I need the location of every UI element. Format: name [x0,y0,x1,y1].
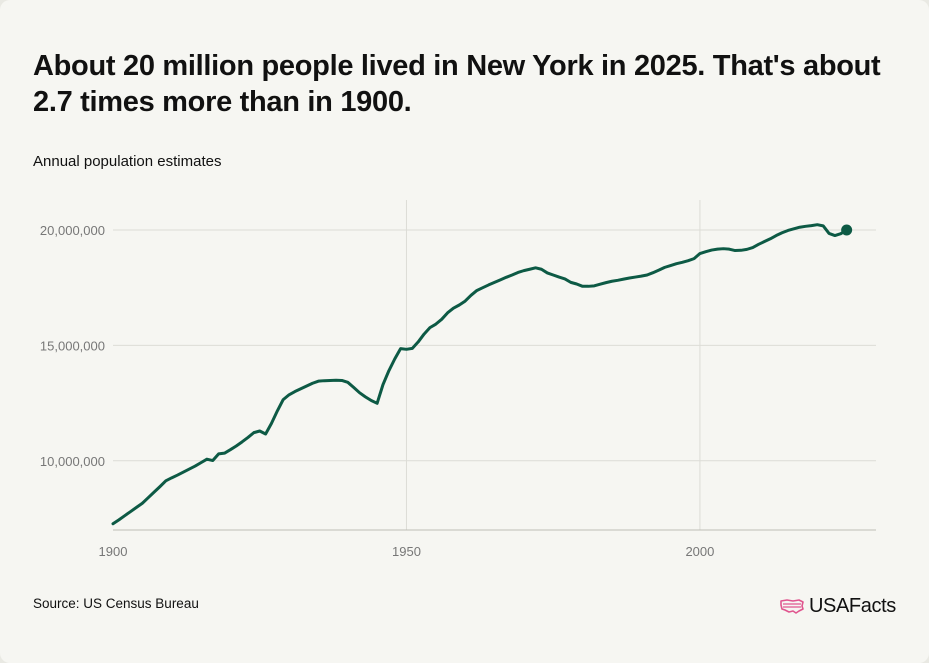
population-line [111,223,849,526]
end-point-marker [841,224,853,236]
usa-map-icon [780,599,804,614]
x-tick-label: 2000 [685,544,714,559]
x-tick-label: 1900 [99,544,128,559]
brand-name: USAFacts [809,594,896,617]
brand-logo: USAFacts [779,593,896,619]
x-tick-label: 1950 [392,544,421,559]
source-note: Source: US Census Bureau [33,596,199,611]
y-tick-label: 10,000,000 [40,454,105,469]
y-tick-label: 15,000,000 [40,338,105,353]
y-tick-label: 20,000,000 [40,223,105,238]
chart-title: About 20 million people lived in New Yor… [33,50,881,118]
chart-subtitle: Annual population estimates [33,153,222,170]
